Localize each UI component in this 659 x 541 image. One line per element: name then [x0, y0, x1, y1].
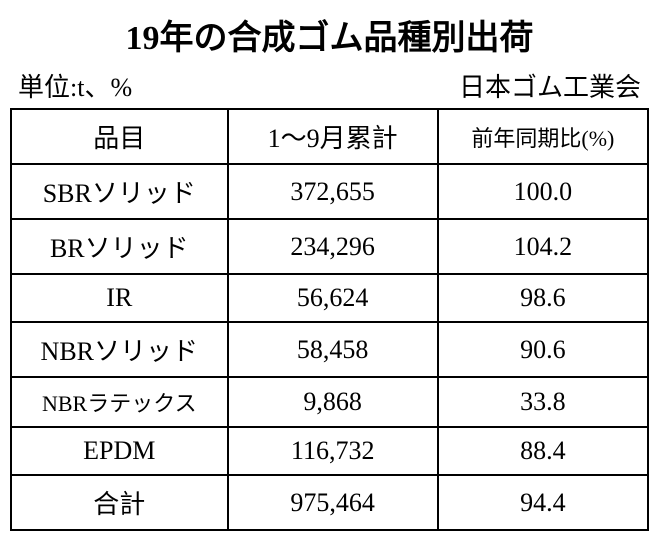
- cell-value: 116,732: [228, 427, 438, 475]
- cell-value: 56,624: [228, 274, 438, 322]
- report-container: 19年の合成ゴム品種別出荷 単位:t、% 日本ゴム工業会 品目 1～9月累計 前…: [10, 10, 649, 531]
- table-row: IR 56,624 98.6: [11, 274, 648, 322]
- table-row: 合計 975,464 94.4: [11, 475, 648, 530]
- header-percent: 前年同期比(%): [438, 109, 648, 164]
- cell-value: 372,655: [228, 164, 438, 219]
- cell-item: EPDM: [11, 427, 228, 475]
- table-row: BRソリッド 234,296 104.2: [11, 219, 648, 274]
- cell-percent: 100.0: [438, 164, 648, 219]
- source-label: 日本ゴム工業会: [459, 67, 641, 104]
- cell-percent: 98.6: [438, 274, 648, 322]
- table-header-row: 品目 1～9月累計 前年同期比(%): [11, 109, 648, 164]
- subtitle-row: 単位:t、% 日本ゴム工業会: [10, 67, 649, 104]
- cell-value: 9,868: [228, 377, 438, 427]
- table-row: EPDM 116,732 88.4: [11, 427, 648, 475]
- cell-percent: 90.6: [438, 322, 648, 377]
- cell-percent: 104.2: [438, 219, 648, 274]
- table-row: NBRラテックス 9,868 33.8: [11, 377, 648, 427]
- report-title: 19年の合成ゴム品種別出荷: [10, 10, 649, 59]
- cell-item: NBRソリッド: [11, 322, 228, 377]
- cell-value: 234,296: [228, 219, 438, 274]
- table-row: SBRソリッド 372,655 100.0: [11, 164, 648, 219]
- cell-percent: 94.4: [438, 475, 648, 530]
- unit-label: 単位:t、%: [18, 67, 132, 104]
- cell-value: 975,464: [228, 475, 438, 530]
- table-row: NBRソリッド 58,458 90.6: [11, 322, 648, 377]
- header-value: 1～9月累計: [228, 109, 438, 164]
- cell-value: 58,458: [228, 322, 438, 377]
- cell-item: NBRラテックス: [11, 377, 228, 427]
- cell-item: 合計: [11, 475, 228, 530]
- data-table: 品目 1～9月累計 前年同期比(%) SBRソリッド 372,655 100.0…: [10, 108, 649, 531]
- cell-percent: 33.8: [438, 377, 648, 427]
- cell-percent: 88.4: [438, 427, 648, 475]
- cell-item: SBRソリッド: [11, 164, 228, 219]
- header-item: 品目: [11, 109, 228, 164]
- cell-item: IR: [11, 274, 228, 322]
- cell-item: BRソリッド: [11, 219, 228, 274]
